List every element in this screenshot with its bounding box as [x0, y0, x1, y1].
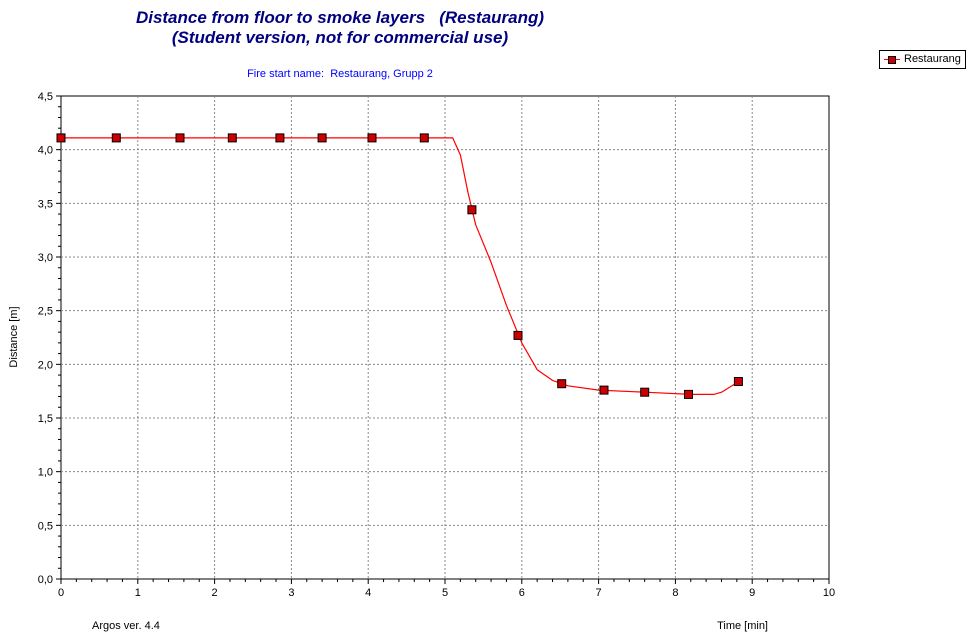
data-point: [513, 330, 523, 340]
legend-label: Restaurang: [904, 53, 961, 65]
x-tick-label: 5: [442, 587, 448, 599]
data-point: [56, 133, 66, 143]
y-tick-label: 0,0: [38, 574, 53, 586]
data-point: [684, 389, 693, 399]
x-tick-label: 6: [519, 587, 525, 599]
y-tick-label: 3,0: [38, 252, 53, 264]
chart-subtitle: (Student version, not for commercial use…: [171, 28, 509, 47]
legend-marker-icon: [888, 56, 896, 64]
y-tick-label: 2,0: [38, 359, 53, 371]
y-tick-label: 3,5: [38, 198, 53, 210]
data-point: [275, 133, 285, 143]
series-line: [61, 137, 742, 395]
x-tick-label: 10: [823, 587, 835, 599]
data-point: [317, 133, 327, 143]
x-tick-label: 0: [58, 587, 64, 599]
y-tick-label: 2,5: [38, 306, 53, 318]
fire-start-annotation: Fire start name: Restaurang, Grupp 2: [247, 68, 433, 80]
version-footer: Argos ver. 4.4: [92, 620, 160, 632]
y-tick-label: 4,0: [38, 145, 53, 157]
y-tick-label: 1,5: [38, 413, 53, 425]
legend: Restaurang: [879, 50, 966, 69]
x-tick-label: 4: [365, 587, 371, 599]
chart-title: Distance from floor to smoke layers (Res…: [135, 8, 545, 27]
ticks: 0 1 2 3 4 5 6 7 8 9 10 0,0 0,5 1,0 1,5 2,0 2,5 3,0 3,5 4,0 4…: [38, 91, 835, 599]
x-tick-label: 2: [212, 587, 218, 599]
data-point: [599, 385, 609, 395]
data-point: [175, 133, 185, 143]
y-axis-label: Distance [m]: [8, 306, 20, 367]
y-tick-label: 0,5: [38, 520, 53, 532]
x-tick-label: 7: [596, 587, 602, 599]
series-restaurang: [56, 133, 743, 399]
data-point: [111, 133, 121, 143]
data-point: [367, 133, 377, 143]
data-point: [419, 133, 429, 143]
data-point: [467, 205, 477, 215]
y-tick-label: 1,0: [38, 467, 53, 479]
data-point: [640, 387, 650, 397]
x-tick-label: 8: [672, 587, 678, 599]
x-tick-label: 3: [288, 587, 294, 599]
data-point: [733, 377, 743, 386]
x-tick-label: 9: [749, 587, 755, 599]
x-axis-label: Time [min]: [717, 620, 768, 632]
x-tick-label: 1: [135, 587, 141, 599]
data-point: [557, 379, 567, 389]
data-point: [227, 133, 237, 143]
y-tick-label: 4,5: [38, 91, 53, 103]
